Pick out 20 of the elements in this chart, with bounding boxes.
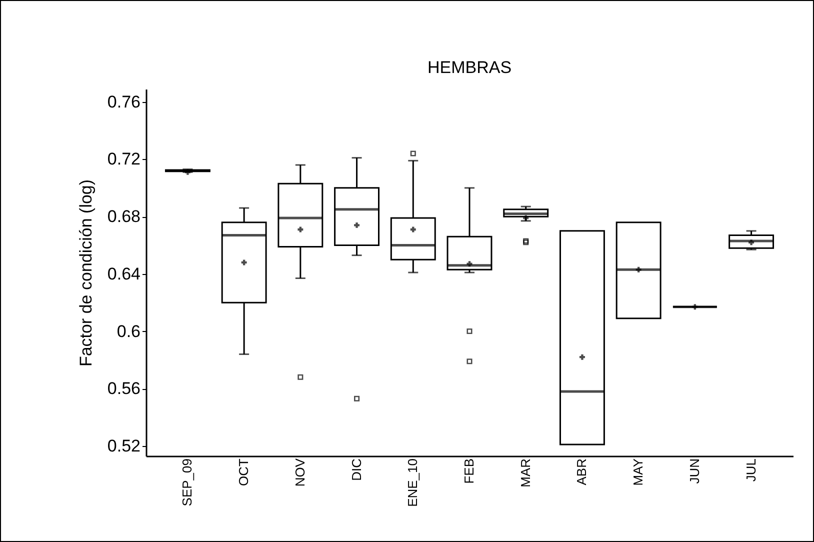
x-tick-label: JUN bbox=[686, 458, 702, 484]
x-tick-label: ENE_10 bbox=[405, 458, 420, 507]
x-tick-label: NOV bbox=[292, 458, 308, 487]
x-tick-label: OCT bbox=[236, 458, 252, 486]
y-tick-label: 0.64 bbox=[107, 264, 140, 284]
y-axis-title: Factor de condición (log) bbox=[76, 179, 96, 367]
y-tick-label: 0.6 bbox=[116, 322, 140, 341]
x-tick-label: SEP_09 bbox=[180, 458, 195, 506]
x-tick-label: FEB bbox=[462, 458, 476, 484]
x-tick-label: MAY bbox=[630, 458, 646, 486]
x-tick-label: ABR bbox=[574, 458, 590, 486]
x-tick-label: DIC bbox=[348, 458, 364, 481]
y-tick-label: 0.72 bbox=[107, 150, 140, 169]
y-tick-label: 0.52 bbox=[107, 436, 140, 456]
y-tick-label: 0.68 bbox=[107, 207, 140, 226]
x-tick-label: JUL bbox=[743, 458, 758, 482]
y-tick-label: 0.56 bbox=[107, 379, 140, 398]
y-tick-label: 0.76 bbox=[107, 92, 140, 112]
chart-title: HEMBRAS bbox=[427, 58, 512, 77]
x-tick-label: MAR bbox=[518, 458, 533, 488]
